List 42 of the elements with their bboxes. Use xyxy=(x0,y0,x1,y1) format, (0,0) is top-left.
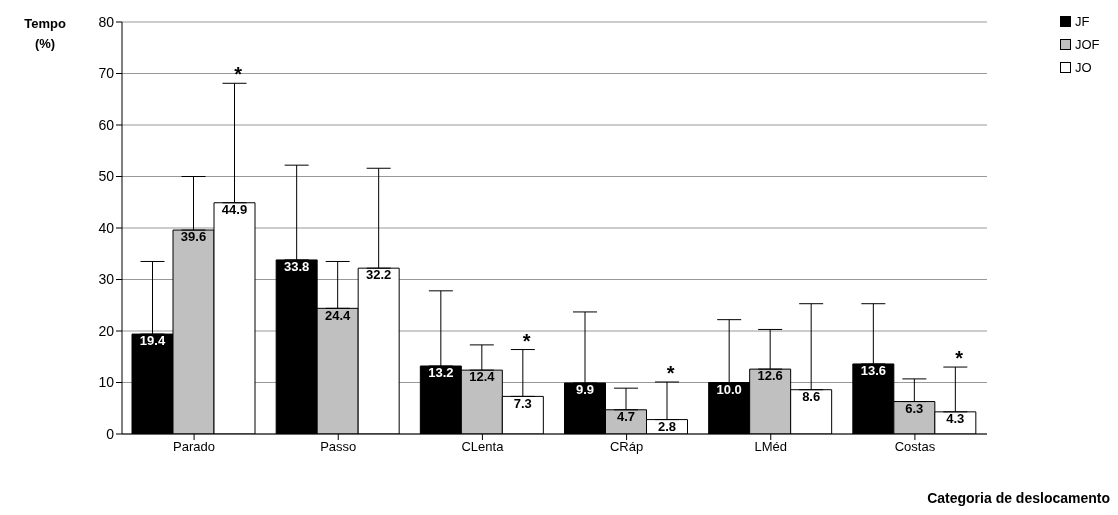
legend-label: JOF xyxy=(1075,37,1100,52)
x-tick-label: CRáp xyxy=(609,439,644,455)
annotation: * xyxy=(234,63,243,86)
x-tick-label: Passo xyxy=(320,439,357,455)
data-label: 9.9 xyxy=(575,382,595,398)
data-label: 2.8 xyxy=(657,418,677,434)
data-label: 6.3 xyxy=(905,400,924,416)
y-tick-label: 20 xyxy=(98,322,115,339)
annotation: * xyxy=(522,329,531,352)
x-tick-label: Costas xyxy=(894,439,936,455)
y-tick-label: 10 xyxy=(98,374,115,391)
y-tick-label: 80 xyxy=(98,13,115,30)
data-label: 4.3 xyxy=(946,411,965,427)
legend-label: JF xyxy=(1075,14,1090,29)
y-axis-title: Tempo (%) xyxy=(23,15,67,53)
x-tick-label: Parado xyxy=(173,439,216,455)
y-tick-label: 30 xyxy=(98,271,115,288)
data-label: 44.9 xyxy=(221,201,248,217)
annotation: * xyxy=(955,347,964,370)
data-label: 7.3 xyxy=(513,395,532,411)
data-label: 8.6 xyxy=(802,388,821,404)
x-tick-label: LMéd xyxy=(754,439,788,455)
y-tick-label: 60 xyxy=(98,116,115,133)
x-tick-label: CLenta xyxy=(461,439,505,455)
data-label: 12.4 xyxy=(469,369,496,385)
y-tick-label: 70 xyxy=(98,65,115,82)
data-label: 13.2 xyxy=(428,365,454,381)
annotation: * xyxy=(666,361,675,384)
data-label: 13.6 xyxy=(860,363,886,379)
data-label: 4.7 xyxy=(616,409,636,425)
y-tick-label: 50 xyxy=(98,168,115,185)
x-axis-title: Categoria de deslocamento xyxy=(927,490,1110,506)
data-label: 32.2 xyxy=(366,267,392,283)
data-label: 33.8 xyxy=(284,259,310,275)
legend-label: JO xyxy=(1075,60,1092,75)
y-tick-label: 40 xyxy=(98,219,115,236)
y-tick-label: 0 xyxy=(106,425,115,442)
data-label: 24.4 xyxy=(325,307,352,323)
data-label: 39.6 xyxy=(180,229,207,245)
data-label: 10.0 xyxy=(716,381,742,397)
data-label: 12.6 xyxy=(757,368,783,384)
data-label: 19.4 xyxy=(139,333,166,349)
